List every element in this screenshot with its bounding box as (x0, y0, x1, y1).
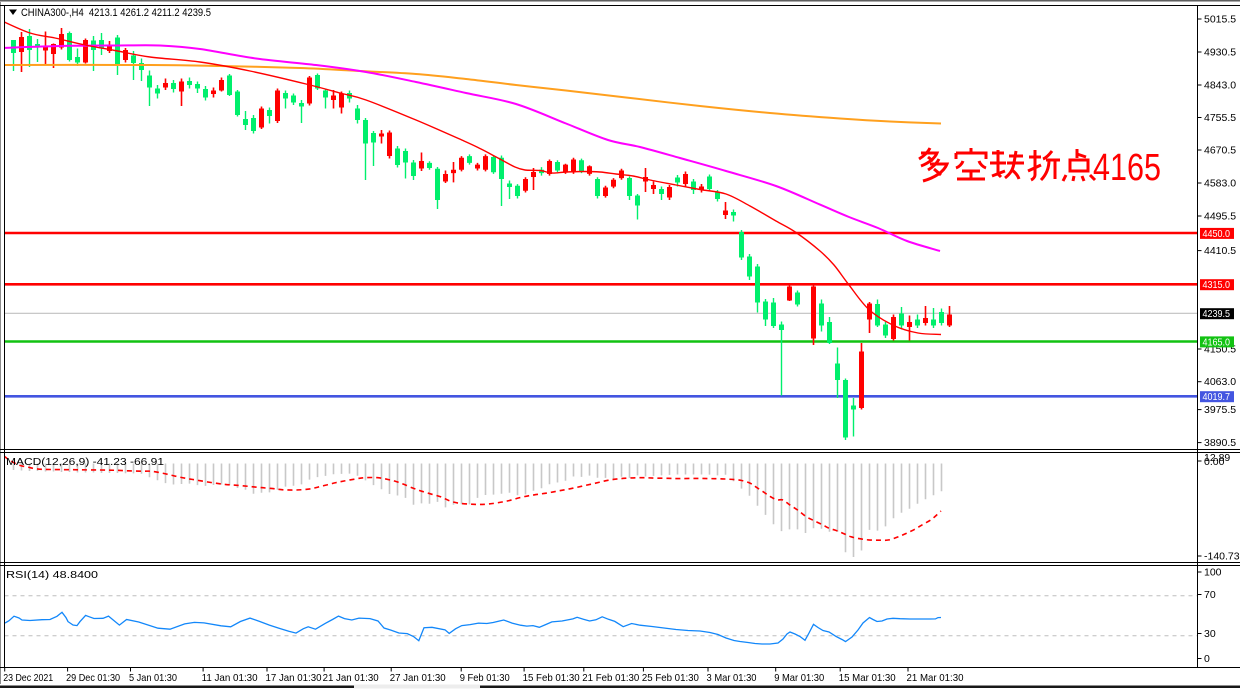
svg-text:17 Jan 01:30: 17 Jan 01:30 (266, 673, 322, 684)
svg-text:23 Dec 2021: 23 Dec 2021 (3, 673, 53, 684)
svg-text:12.89: 12.89 (1204, 452, 1230, 464)
svg-text:4843.0: 4843.0 (1204, 80, 1236, 92)
svg-text:4583.0: 4583.0 (1204, 178, 1236, 190)
svg-text:11 Jan 01:30: 11 Jan 01:30 (202, 673, 258, 684)
svg-text:4495.5: 4495.5 (1204, 211, 1236, 223)
svg-text:3890.5: 3890.5 (1204, 437, 1236, 449)
svg-text:4755.5: 4755.5 (1204, 112, 1236, 124)
svg-text:21 Mar 01:30: 21 Mar 01:30 (907, 673, 964, 684)
svg-text:5 Jan 01:30: 5 Jan 01:30 (129, 673, 177, 684)
svg-text:15 Feb 01:30: 15 Feb 01:30 (523, 673, 580, 684)
svg-text:-140.73: -140.73 (1204, 551, 1240, 563)
svg-text:4165.0: 4165.0 (1203, 337, 1231, 348)
svg-text:21 Jan 01:30: 21 Jan 01:30 (323, 673, 379, 684)
svg-text:CHINA300-,H4 4213.1 4261.2 42: CHINA300-,H4 4213.1 4261.2 4211.2 4239.5 (21, 7, 211, 19)
svg-text:29 Dec 01:30: 29 Dec 01:30 (66, 673, 120, 684)
svg-text:4165: 4165 (1093, 147, 1161, 189)
svg-text:4410.5: 4410.5 (1204, 245, 1236, 257)
svg-text:25 Feb 01:30: 25 Feb 01:30 (642, 673, 699, 684)
svg-text:0.00: 0.00 (1204, 456, 1225, 468)
svg-text:3 Mar 01:30: 3 Mar 01:30 (707, 673, 757, 684)
svg-text:4670.5: 4670.5 (1204, 145, 1236, 157)
svg-text:0: 0 (1204, 653, 1210, 665)
svg-text:9 Feb 01:30: 9 Feb 01:30 (460, 673, 510, 684)
svg-text:15 Mar 01:30: 15 Mar 01:30 (839, 673, 896, 684)
svg-text:4019.7: 4019.7 (1203, 392, 1231, 403)
svg-text:5015.5: 5015.5 (1204, 14, 1236, 26)
svg-text:30: 30 (1204, 628, 1216, 640)
svg-text:4450.0: 4450.0 (1203, 229, 1231, 240)
svg-text:27 Jan 01:30: 27 Jan 01:30 (390, 673, 446, 684)
svg-text:3975.5: 3975.5 (1204, 404, 1236, 416)
svg-text:9 Mar 01:30: 9 Mar 01:30 (774, 673, 824, 684)
svg-text:4239.5: 4239.5 (1203, 309, 1231, 320)
svg-text:100: 100 (1204, 567, 1222, 579)
svg-text:4063.0: 4063.0 (1204, 376, 1236, 388)
svg-text:RSI(14) 48.8400: RSI(14) 48.8400 (6, 570, 98, 581)
svg-text:4315.0: 4315.0 (1203, 280, 1231, 291)
svg-text:70: 70 (1204, 589, 1216, 601)
svg-text:4930.5: 4930.5 (1204, 47, 1236, 59)
svg-text:21 Feb 01:30: 21 Feb 01:30 (582, 673, 639, 684)
svg-text:MACD(12,26,9) -41.23 -66.91: MACD(12,26,9) -41.23 -66.91 (6, 457, 164, 468)
